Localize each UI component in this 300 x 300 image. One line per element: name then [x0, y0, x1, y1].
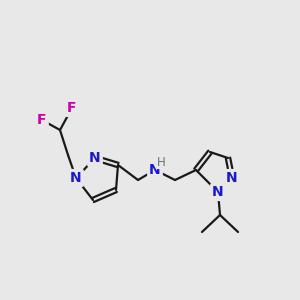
Text: N: N — [149, 163, 161, 177]
Text: N: N — [70, 171, 82, 185]
Text: N: N — [212, 185, 224, 199]
Text: F: F — [67, 101, 77, 115]
Text: N: N — [226, 171, 238, 185]
Text: N: N — [89, 151, 101, 165]
Text: F: F — [37, 113, 47, 127]
Text: H: H — [157, 155, 165, 169]
